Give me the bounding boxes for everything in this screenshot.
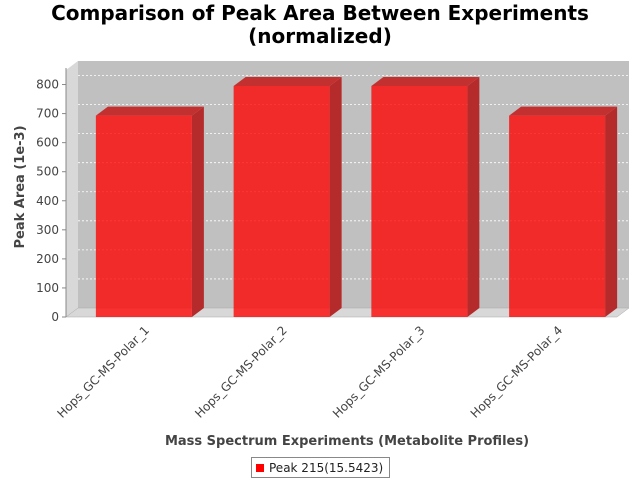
bar: [509, 115, 606, 318]
x-tick-label: Hops_GC-MS-Polar_1: [54, 323, 152, 421]
y-tick-label: 100: [36, 281, 59, 295]
bar-side: [191, 106, 204, 318]
y-axis: 0 100 200 300 400 500 600 700 800: [36, 68, 67, 324]
x-tick-label: Hops_GC-MS-Polar_3: [330, 323, 428, 421]
x-tick-label: Hops_GC-MS-Polar_2: [192, 323, 290, 421]
bar-side: [329, 76, 342, 317]
x-axis: Hops_GC-MS-Polar_1 Hops_GC-MS-Polar_2 Hops…: [54, 323, 565, 421]
chart-title: Comparison of Peak Area Between Experime…: [0, 2, 640, 48]
x-axis-label: Mass Spectrum Experiments (Metabolite Pr…: [165, 434, 529, 449]
bar-top: [509, 106, 618, 116]
bar-top: [95, 106, 204, 116]
y-tick-label: 500: [36, 165, 59, 179]
y-tick-label: 800: [36, 78, 59, 92]
legend-swatch: [256, 463, 264, 472]
bar-side: [467, 76, 480, 317]
x-tick-label: Hops_GC-MS-Polar_4: [468, 323, 566, 421]
plot-background: [65, 61, 630, 318]
plot-back-wall: [78, 61, 629, 308]
legend: Peak 215(15.5423): [251, 457, 391, 478]
bar-side: [605, 106, 618, 318]
y-tick-label: 400: [36, 194, 59, 208]
bar-top: [371, 76, 480, 86]
bars: [95, 76, 618, 318]
y-axis-label: Peak Area (1e-3): [13, 125, 28, 248]
bar-top: [233, 76, 342, 86]
y-tick-label: 200: [36, 252, 59, 266]
bar: [371, 85, 468, 317]
bar: [95, 115, 192, 318]
chart-title-line-2: (normalized): [248, 24, 392, 48]
y-tick-label: 0: [51, 310, 59, 324]
y-tick-label: 300: [36, 223, 59, 237]
y-tick-label: 700: [36, 107, 59, 121]
y-tick-label: 600: [36, 136, 59, 150]
chart-title-line-1: Comparison of Peak Area Between Experime…: [51, 1, 589, 25]
bar: [233, 85, 330, 317]
legend-label: Peak 215(15.5423): [269, 460, 384, 475]
plot-left-wall: [66, 61, 78, 317]
